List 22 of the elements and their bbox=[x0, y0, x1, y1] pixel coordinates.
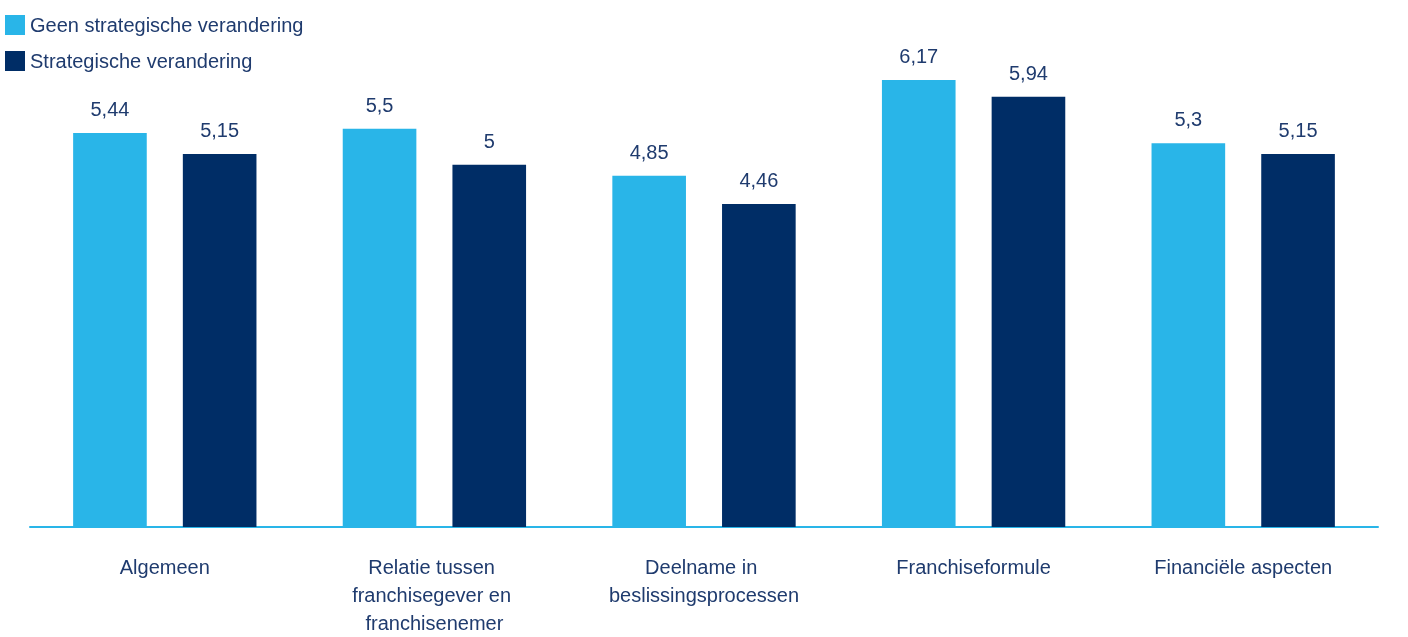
data-label: 5,3 bbox=[1174, 108, 1203, 131]
data-label: 5,15 bbox=[200, 118, 240, 141]
bar bbox=[1261, 153, 1335, 527]
x-tick-label: Deelname in beslissingsprocessen bbox=[608, 556, 800, 606]
data-label: 4,85 bbox=[629, 140, 669, 163]
bar bbox=[452, 164, 527, 527]
bar bbox=[182, 153, 257, 527]
data-label: 4,46 bbox=[739, 168, 779, 191]
bar bbox=[722, 203, 796, 527]
data-label: 5,44 bbox=[90, 97, 130, 120]
legend-label: Strategische verandering bbox=[30, 50, 253, 72]
x-tick-label: Relatie tussen franchisegever en franchisenemer bbox=[352, 556, 517, 634]
data-label: 5,15 bbox=[1278, 118, 1318, 141]
legend-label: Geen strategische verandering bbox=[30, 14, 304, 36]
x-tick-label: Franchiseformule bbox=[896, 556, 1051, 578]
x-tick-label: Financiële aspecten bbox=[1154, 556, 1333, 578]
data-label: 5 bbox=[483, 129, 495, 152]
data-label: 6,17 bbox=[899, 45, 939, 68]
x-tick-label: Algemeen bbox=[119, 556, 210, 578]
bar bbox=[991, 96, 1066, 527]
data-label: 5,5 bbox=[365, 93, 394, 116]
data-label: 5,94 bbox=[1008, 61, 1048, 84]
